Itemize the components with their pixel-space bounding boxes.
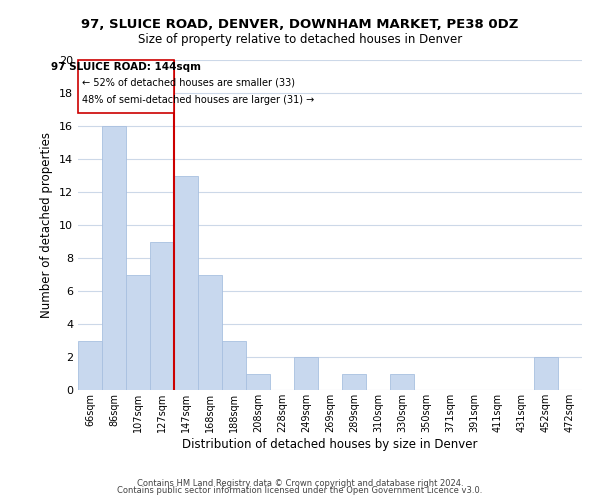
Bar: [78, 60, 174, 113]
Bar: [390, 374, 414, 390]
Text: Contains HM Land Registry data © Crown copyright and database right 2024.: Contains HM Land Registry data © Crown c…: [137, 478, 463, 488]
Bar: [342, 374, 366, 390]
Bar: [150, 242, 174, 390]
Text: 97 SLUICE ROAD: 144sqm: 97 SLUICE ROAD: 144sqm: [51, 62, 201, 72]
Text: 97, SLUICE ROAD, DENVER, DOWNHAM MARKET, PE38 0DZ: 97, SLUICE ROAD, DENVER, DOWNHAM MARKET,…: [82, 18, 518, 30]
Text: Contains public sector information licensed under the Open Government Licence v3: Contains public sector information licen…: [118, 486, 482, 495]
Bar: [102, 126, 126, 390]
Bar: [294, 357, 318, 390]
Text: 48% of semi-detached houses are larger (31) →: 48% of semi-detached houses are larger (…: [82, 96, 314, 106]
Y-axis label: Number of detached properties: Number of detached properties: [40, 132, 53, 318]
Text: Size of property relative to detached houses in Denver: Size of property relative to detached ho…: [138, 32, 462, 46]
Bar: [174, 176, 198, 390]
Bar: [534, 357, 558, 390]
X-axis label: Distribution of detached houses by size in Denver: Distribution of detached houses by size …: [182, 438, 478, 450]
Bar: [126, 274, 150, 390]
Text: ← 52% of detached houses are smaller (33): ← 52% of detached houses are smaller (33…: [82, 78, 295, 88]
Bar: [198, 274, 222, 390]
Bar: [246, 374, 270, 390]
Bar: [222, 340, 246, 390]
Bar: [78, 340, 102, 390]
